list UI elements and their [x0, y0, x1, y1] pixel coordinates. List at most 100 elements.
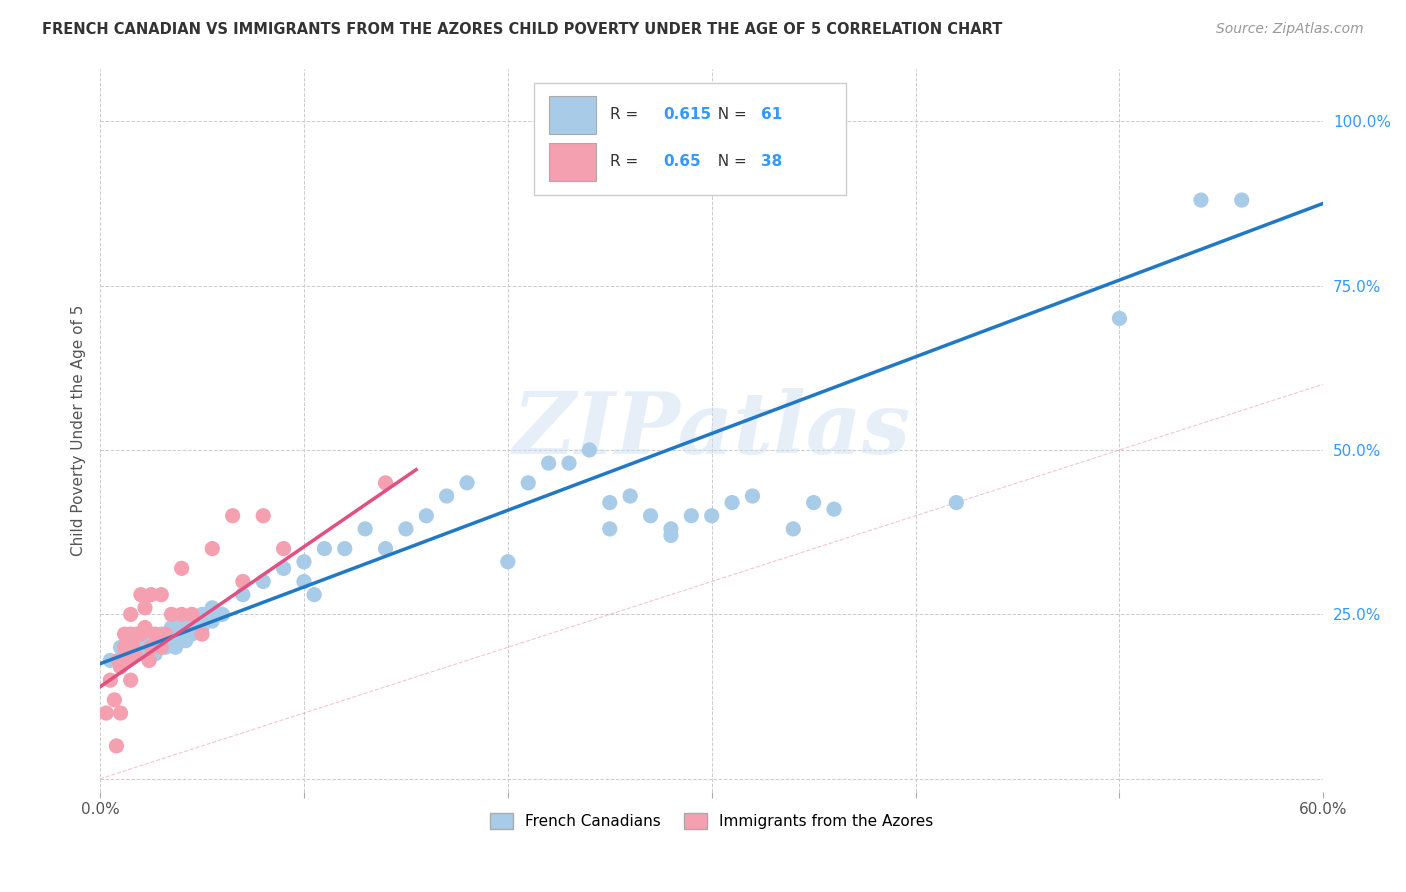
Point [150, 640, 173, 655]
Point [659, 528, 682, 542]
Point [517, 475, 540, 490]
Point [273, 541, 295, 556]
Point [174, 633, 197, 648]
Point [201, 541, 224, 556]
Point [803, 495, 825, 509]
Point [124, 647, 146, 661]
Point [134, 647, 156, 661]
Point [160, 633, 183, 648]
Point [121, 640, 143, 655]
Point [180, 627, 202, 641]
Point [98, 653, 121, 667]
Point [741, 489, 763, 503]
Point [134, 600, 156, 615]
Point [599, 522, 621, 536]
Point [170, 627, 193, 641]
Point [292, 574, 315, 589]
Point [120, 627, 142, 641]
Point [211, 607, 233, 622]
Point [138, 653, 160, 667]
Point [1108, 311, 1130, 326]
Point [115, 653, 138, 667]
Point [681, 508, 703, 523]
Point [599, 495, 621, 509]
Point [1230, 193, 1253, 207]
Point [619, 489, 641, 503]
Point [354, 522, 377, 536]
Point [374, 541, 396, 556]
Text: ZIPatlas: ZIPatlas [513, 389, 911, 472]
Point [252, 574, 274, 589]
Legend: French Canadians, Immigrants from the Azores: French Canadians, Immigrants from the Az… [484, 806, 939, 835]
Point [129, 588, 152, 602]
Point [170, 561, 193, 575]
Point [180, 607, 202, 622]
FancyBboxPatch shape [534, 83, 846, 195]
Point [160, 607, 183, 622]
Text: 61: 61 [761, 107, 782, 122]
Text: R =: R = [610, 107, 644, 122]
Text: R =: R = [610, 154, 644, 169]
Point [700, 508, 723, 523]
Point [721, 495, 744, 509]
Text: 0.615: 0.615 [662, 107, 711, 122]
Point [415, 508, 437, 523]
Text: Source: ZipAtlas.com: Source: ZipAtlas.com [1216, 22, 1364, 37]
Point [232, 574, 254, 589]
Point [120, 607, 142, 622]
Point [150, 633, 173, 648]
Point [139, 640, 162, 655]
Point [129, 633, 152, 648]
Point [150, 627, 173, 641]
Point [374, 475, 396, 490]
Point [155, 627, 177, 641]
Point [139, 640, 162, 655]
Point [143, 627, 166, 641]
Point [191, 621, 214, 635]
Point [292, 555, 315, 569]
Point [139, 627, 162, 641]
Point [150, 588, 173, 602]
Point [155, 640, 177, 655]
Point [232, 588, 254, 602]
Point [129, 627, 152, 641]
Point [110, 640, 132, 655]
Point [160, 621, 183, 635]
Point [170, 607, 193, 622]
Point [165, 640, 187, 655]
Point [110, 660, 132, 674]
Point [201, 614, 224, 628]
Point [120, 647, 142, 661]
Text: 0.65: 0.65 [662, 154, 700, 169]
Point [496, 555, 519, 569]
Point [98, 673, 121, 688]
Point [659, 522, 682, 536]
Point [143, 647, 166, 661]
Point [129, 640, 152, 655]
Point [105, 739, 128, 753]
Point [945, 495, 967, 509]
Point [114, 627, 136, 641]
Point [456, 475, 478, 490]
Point [191, 607, 214, 622]
Point [120, 673, 142, 688]
Point [107, 653, 129, 667]
Point [114, 640, 136, 655]
Point [252, 508, 274, 523]
Point [134, 621, 156, 635]
Point [110, 706, 132, 720]
FancyBboxPatch shape [548, 143, 596, 181]
Point [823, 502, 845, 516]
Y-axis label: Child Poverty Under the Age of 5: Child Poverty Under the Age of 5 [72, 304, 86, 556]
Point [139, 588, 162, 602]
Text: N =: N = [709, 154, 752, 169]
Point [782, 522, 804, 536]
Point [333, 541, 356, 556]
Text: FRENCH CANADIAN VS IMMIGRANTS FROM THE AZORES CHILD POVERTY UNDER THE AGE OF 5 C: FRENCH CANADIAN VS IMMIGRANTS FROM THE A… [42, 22, 1002, 37]
Point [302, 588, 325, 602]
Text: 38: 38 [761, 154, 782, 169]
Point [170, 614, 193, 628]
Point [96, 706, 118, 720]
Point [103, 693, 125, 707]
Point [221, 508, 243, 523]
